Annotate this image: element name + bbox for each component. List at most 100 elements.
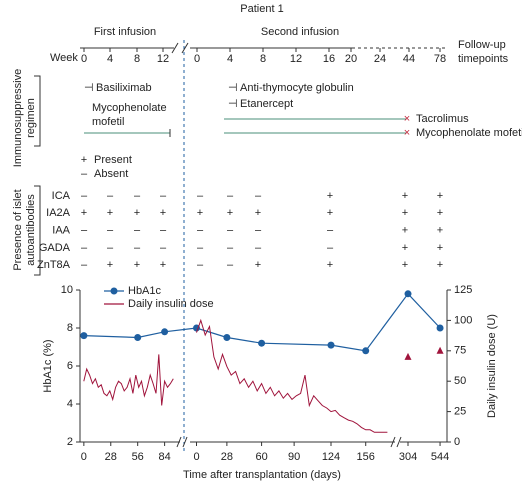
x-tick-label: 156	[357, 451, 375, 463]
legend-label: Daily insulin dose	[128, 298, 214, 310]
antibody-value: –	[107, 225, 114, 237]
key-symbol: +	[81, 154, 87, 166]
week-label: 78	[434, 53, 446, 65]
antibody-value: +	[255, 207, 261, 219]
axis-break	[182, 436, 188, 448]
drug: mofetil	[92, 116, 124, 128]
antibody-value: +	[327, 190, 333, 202]
drug: Etanercept	[240, 98, 293, 110]
followup-label: Follow-up	[458, 39, 506, 51]
y-axis-title: HbA1c (%)	[42, 339, 54, 392]
y2-tick-label: 0	[454, 436, 460, 448]
antibody-value: –	[227, 259, 234, 271]
y-tick-label: 6	[67, 360, 73, 372]
antibody-value: –	[327, 242, 334, 254]
antibody-value: +	[402, 207, 408, 219]
regimen-label: Immunosuppressive regimen	[12, 69, 37, 167]
x-tick-label: 28	[221, 451, 233, 463]
antibody-value: –	[134, 190, 141, 202]
x-tick-label: 28	[105, 451, 117, 463]
y-tick-label: 8	[67, 322, 73, 334]
x-tick-label: 0	[81, 451, 87, 463]
key-label: Present	[94, 154, 132, 166]
antibody-value: +	[160, 207, 166, 219]
antibody-value: –	[227, 242, 234, 254]
legend-marker	[110, 287, 118, 295]
week-label: 0	[81, 53, 87, 65]
antibody-value: +	[134, 207, 140, 219]
antibody-value: +	[160, 259, 166, 271]
data-point	[362, 347, 370, 355]
antibody-value: –	[197, 225, 204, 237]
y-tick-label: 4	[67, 398, 73, 410]
drug: Mycophenolate	[92, 102, 167, 114]
antibody-value: +	[107, 207, 113, 219]
antibody-name: IA2A	[46, 207, 71, 219]
axis-break	[176, 436, 182, 448]
antibody-value: –	[160, 242, 167, 254]
x-tick-label: 544	[431, 451, 449, 463]
antibody-value: –	[227, 225, 234, 237]
data-point	[80, 332, 88, 340]
y2-tick-label: 75	[454, 345, 466, 357]
antibody-value: +	[227, 207, 233, 219]
x-tick-label: 60	[255, 451, 267, 463]
y2-axis-title: Daily insulin dose (U)	[486, 314, 498, 418]
series-line	[196, 318, 388, 433]
antibody-value: –	[197, 190, 204, 202]
antibody-value: +	[327, 207, 333, 219]
y2-tick-label: 25	[454, 406, 466, 418]
title: Patient 1	[240, 3, 283, 15]
antibody-value: +	[327, 259, 333, 271]
antibody-value: –	[81, 190, 88, 202]
data-point	[404, 352, 412, 360]
data-point	[327, 341, 335, 349]
series-line	[83, 354, 174, 406]
antibody-value: +	[437, 207, 443, 219]
antibody-value: +	[437, 259, 443, 271]
axis-break	[171, 42, 179, 54]
data-point	[223, 334, 231, 341]
antibody-value: –	[81, 242, 88, 254]
x-tick-label: 124	[322, 451, 340, 463]
x-axis-title: Time after transplantation (days)	[183, 469, 341, 481]
axis-break	[390, 436, 396, 448]
antibody-value: –	[107, 190, 114, 202]
antibody-value: +	[197, 207, 203, 219]
antibody-value: +	[402, 225, 408, 237]
antibody-value: –	[255, 190, 262, 202]
week-label: 4	[227, 53, 233, 65]
drug: Anti-thymocyte globulin	[240, 82, 354, 94]
key-label: Absent	[94, 168, 128, 180]
axis-break	[396, 436, 402, 448]
week-label: 24	[374, 53, 386, 65]
antibody-value: +	[437, 190, 443, 202]
antibody-value: +	[402, 190, 408, 202]
autoantibody-label-line: autoantibodies	[25, 194, 37, 266]
week-label: 8	[134, 53, 140, 65]
drug-stop: ×	[404, 127, 410, 139]
antibody-name: ICA	[52, 190, 71, 202]
x-tick-label: 0	[193, 451, 199, 463]
followup-label: timepoints	[458, 53, 509, 65]
antibody-value: +	[402, 259, 408, 271]
week-label: 12	[157, 53, 169, 65]
x-tick-label: 304	[399, 451, 417, 463]
antibody-value: –	[160, 225, 167, 237]
antibody-name: ZnT8A	[37, 259, 71, 271]
antibody-value: –	[197, 259, 204, 271]
week-label: 8	[260, 53, 266, 65]
legend-label: HbA1c	[128, 285, 162, 297]
antibody-value: +	[81, 207, 87, 219]
timeline-label: Week	[50, 52, 78, 64]
drug: Tacrolimus	[416, 113, 469, 125]
x-tick-label: 84	[158, 451, 170, 463]
phase-label: Second infusion	[261, 26, 339, 38]
antibody-value: +	[437, 242, 443, 254]
week-label: 44	[403, 53, 415, 65]
drug: Basiliximab	[96, 82, 152, 94]
drug: Mycophenolate mofetil	[416, 127, 522, 139]
series-line	[83, 292, 441, 352]
data-point	[404, 290, 412, 298]
